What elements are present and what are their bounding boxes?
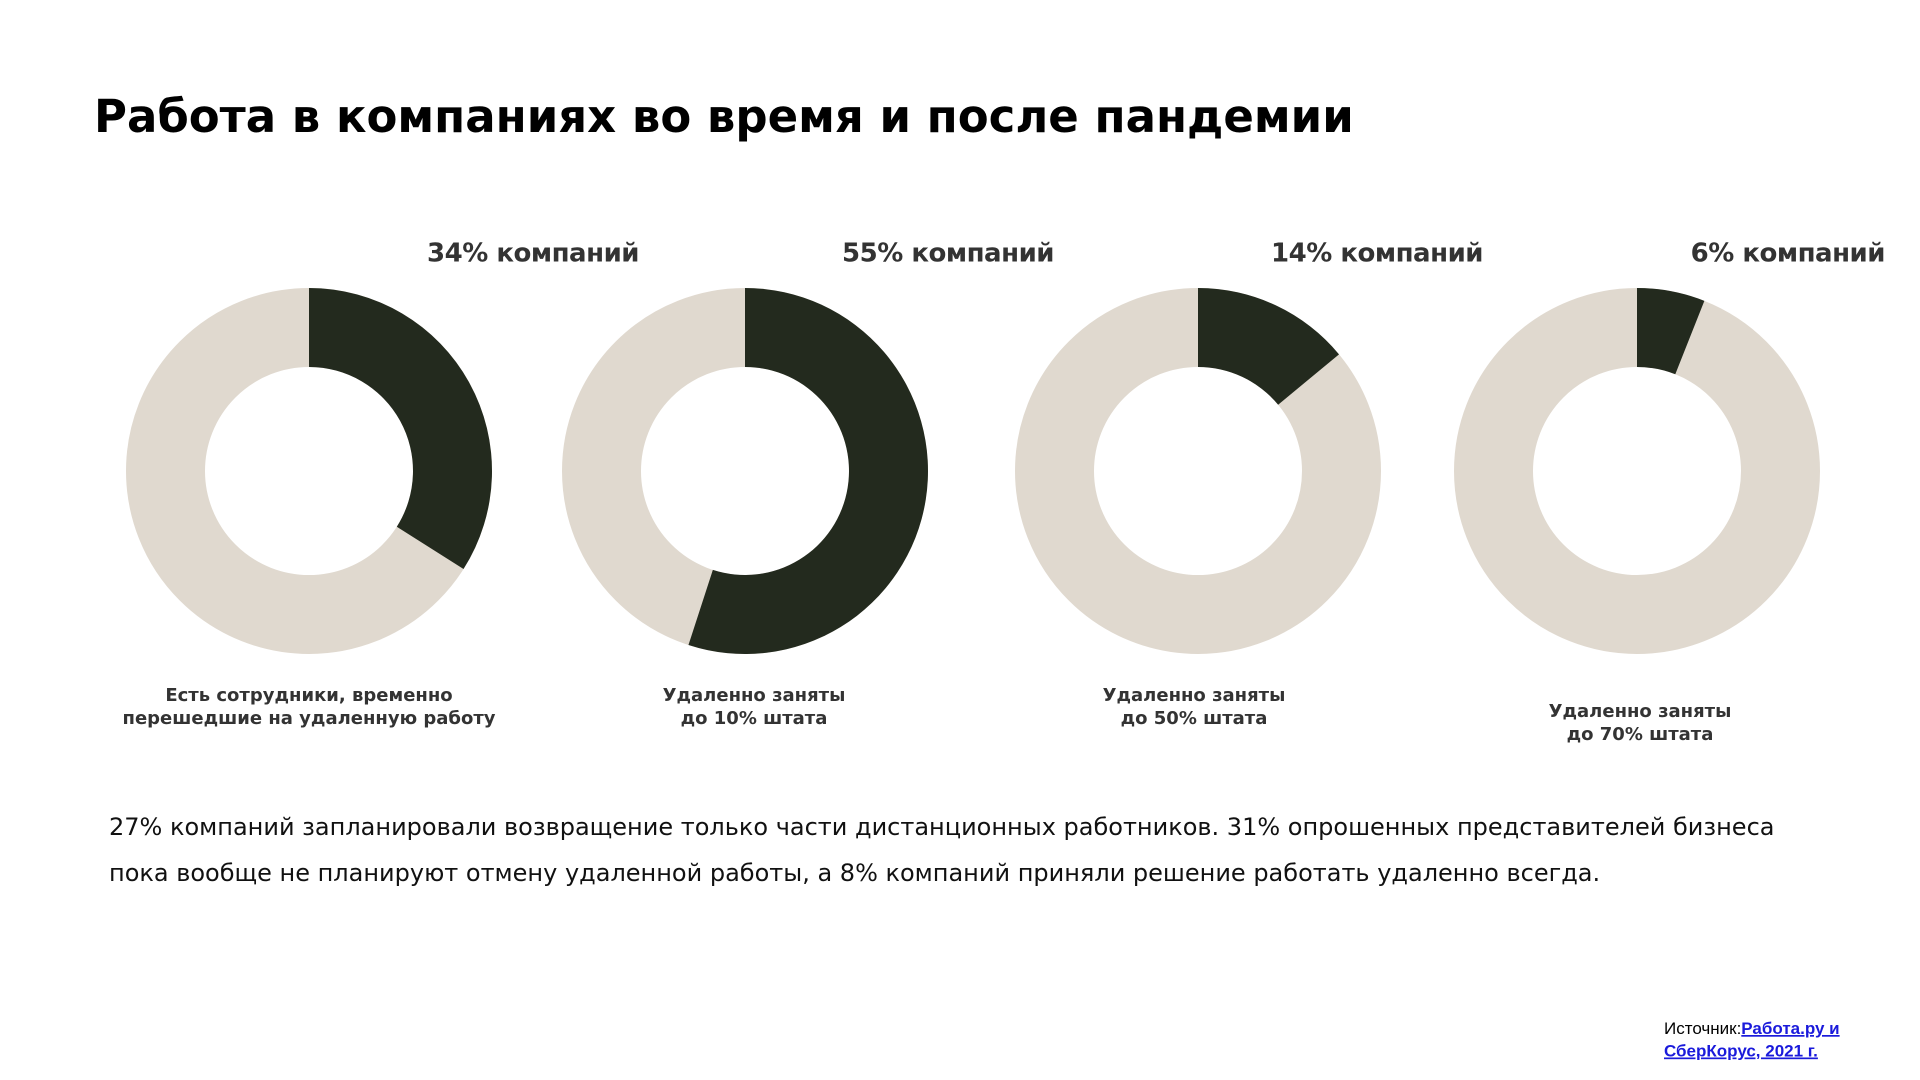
caption: перешедшие на удаленную работу — [123, 708, 496, 729]
value-label: 34% компаний — [427, 239, 639, 269]
caption: до 10% штата — [681, 708, 828, 729]
caption: Есть сотрудники, временно — [165, 685, 452, 706]
source-label: Источник: — [1664, 1019, 1741, 1038]
caption: до 70% штата — [1567, 724, 1714, 745]
value-label: 14% компаний — [1271, 239, 1483, 269]
caption: Удаленно заняты — [1549, 701, 1732, 722]
paragraph-line: 27% компаний запланировали возвращение т… — [109, 813, 1774, 841]
donut-segment — [309, 288, 492, 570]
caption: Удаленно заняты — [663, 685, 846, 706]
donut-segment — [688, 288, 929, 654]
donut-segment — [1637, 288, 1705, 375]
source-link[interactable]: Работа.ру и — [1741, 1019, 1839, 1038]
donut-track — [1454, 288, 1820, 654]
value-label: 6% компаний — [1691, 239, 1885, 269]
caption: до 50% штата — [1121, 708, 1268, 729]
source-link[interactable]: СберКорус, 2021 г. — [1664, 1041, 1818, 1060]
donut-segment — [1198, 288, 1340, 405]
paragraph-line: пока вообще не планируют отмену удаленно… — [109, 859, 1600, 887]
slide-title: Работа в компаниях во время и после панд… — [94, 90, 1354, 143]
value-label: 55% компаний — [842, 239, 1054, 269]
source: Источник:Работа.ру и — [1664, 1019, 1840, 1038]
caption: Удаленно заняты — [1103, 685, 1286, 706]
